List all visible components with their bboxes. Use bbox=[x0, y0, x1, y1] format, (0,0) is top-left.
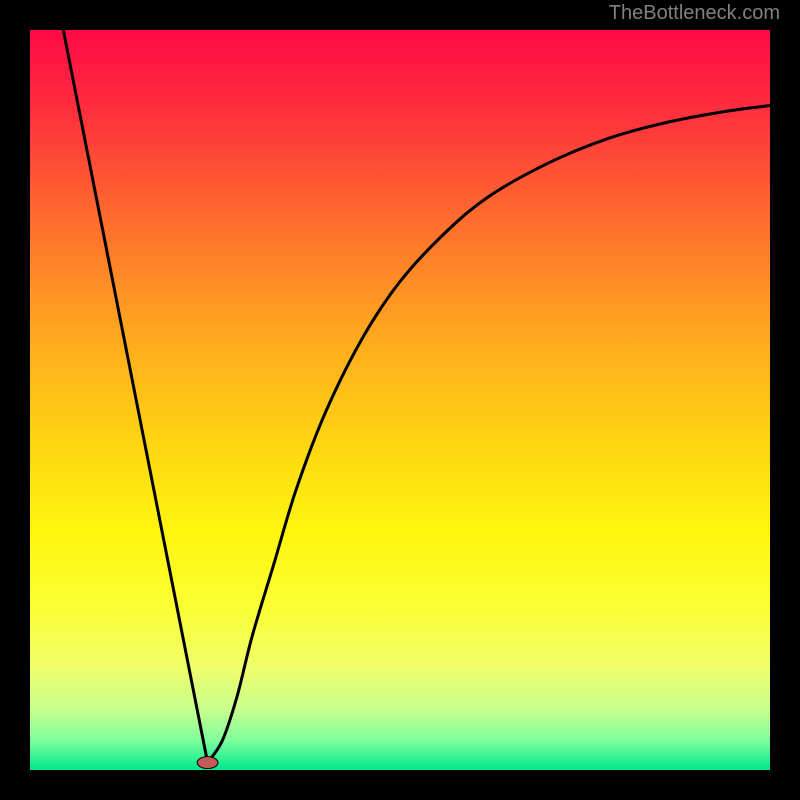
watermark-text: TheBottleneck.com bbox=[609, 2, 780, 25]
curve-left-branch bbox=[63, 30, 207, 763]
minimum-marker bbox=[197, 757, 218, 769]
bottleneck-curve bbox=[30, 30, 770, 770]
plot-frame bbox=[30, 30, 770, 770]
curve-right-branch bbox=[208, 105, 770, 762]
